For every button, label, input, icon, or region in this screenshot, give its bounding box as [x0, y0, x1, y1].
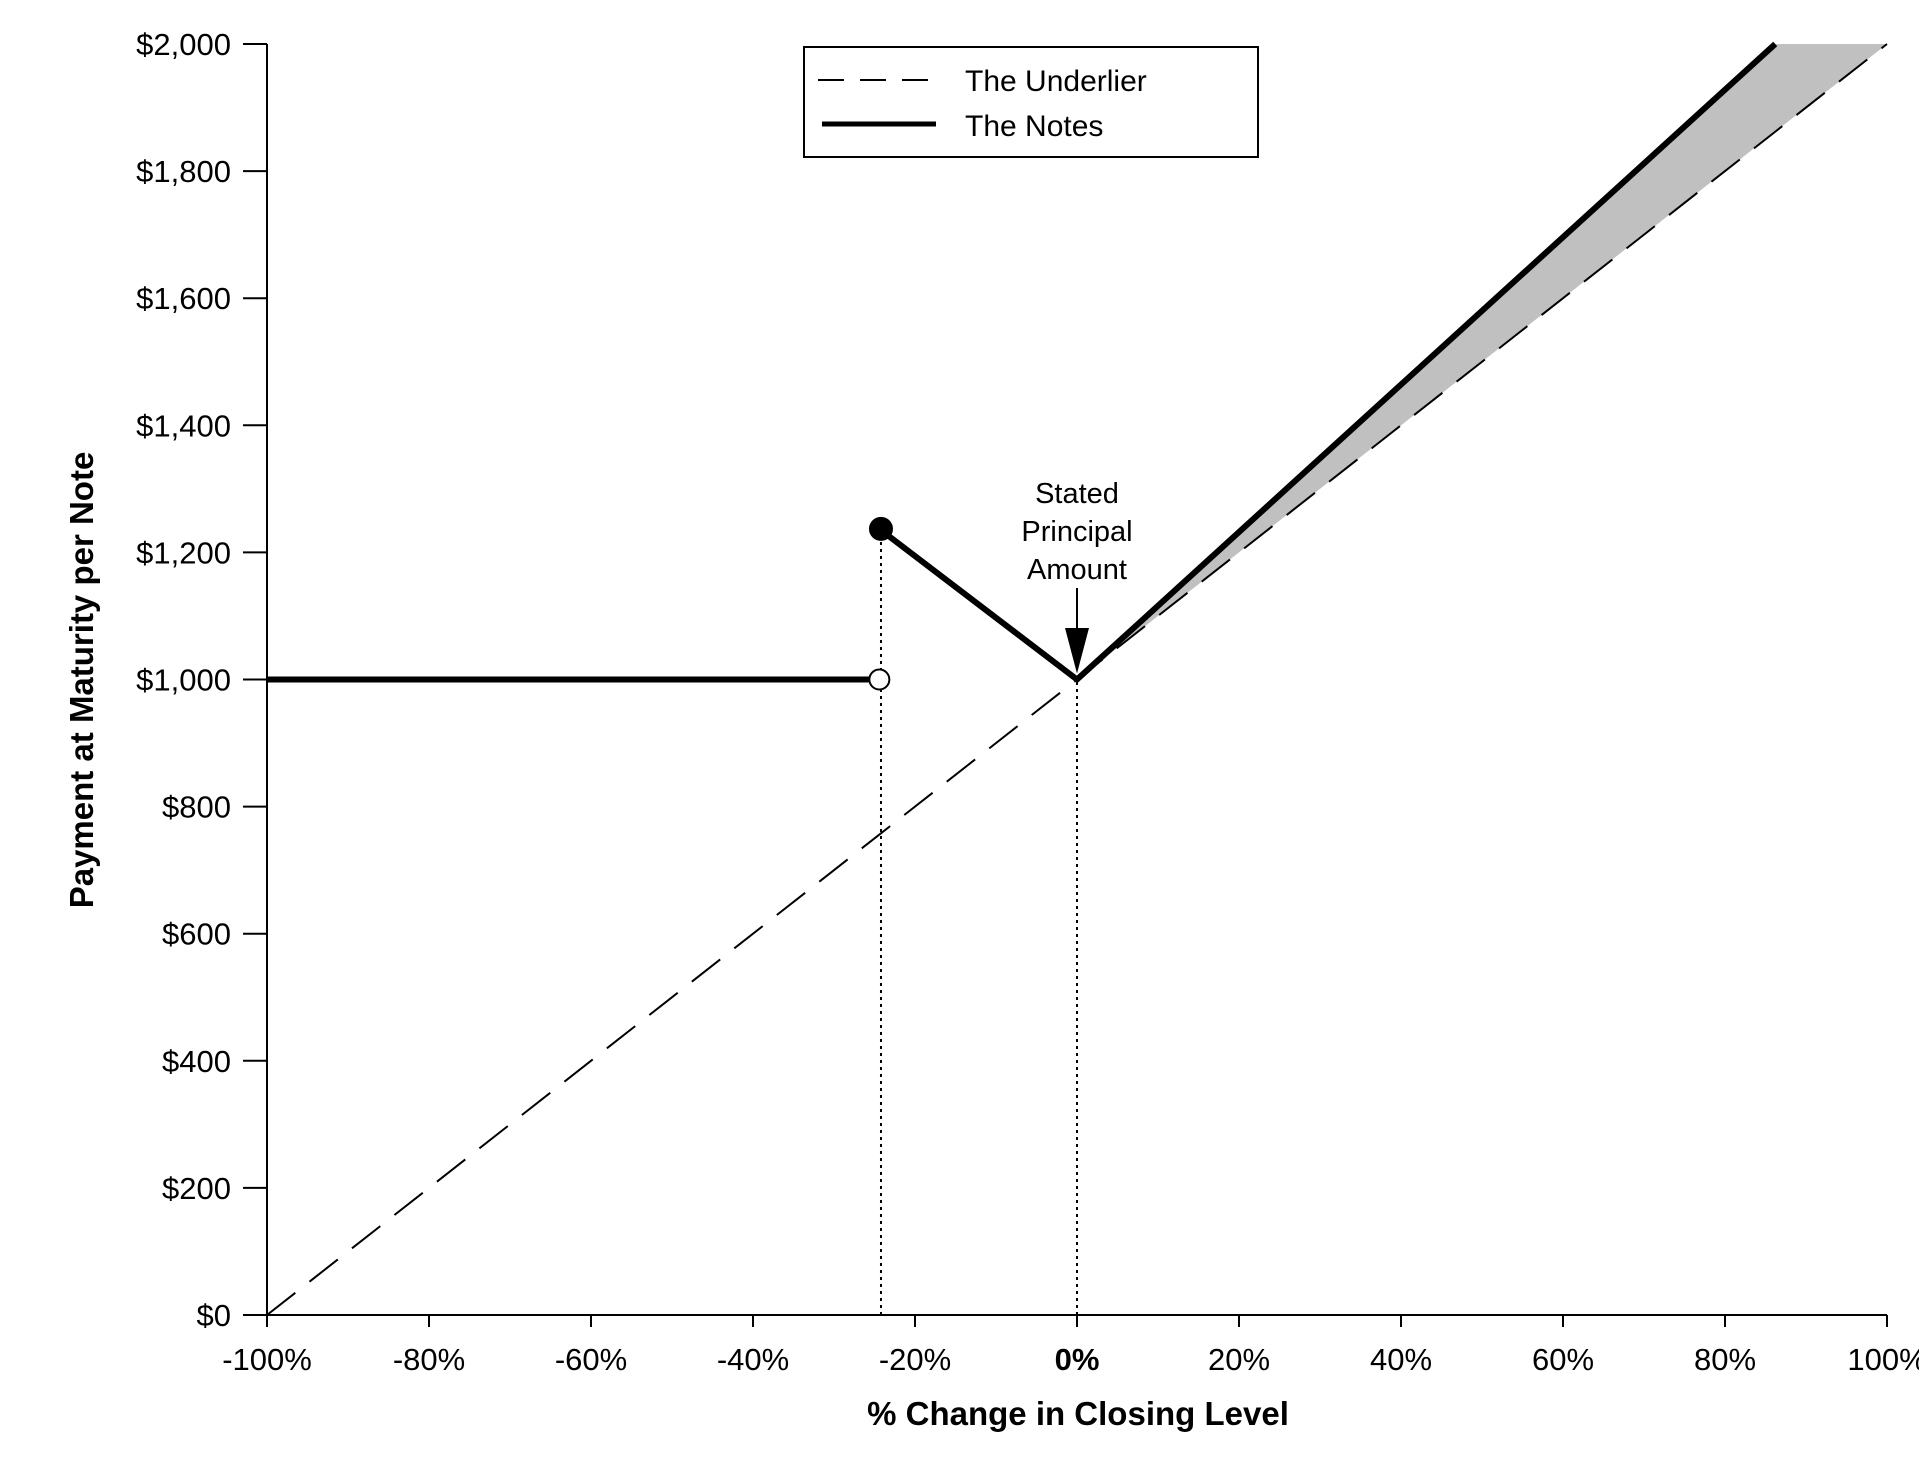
x-tick-label: 40% — [1370, 1342, 1432, 1377]
x-tick-label: -80% — [393, 1342, 465, 1377]
series-notes-line — [877, 41, 1778, 684]
legend-label-underlier: The Underlier — [965, 65, 1147, 98]
open-marker — [868, 668, 891, 691]
y-tick-label: $1,400 — [136, 408, 231, 443]
y-tick-label: $200 — [162, 1171, 231, 1206]
x-tick-label: 0% — [1055, 1342, 1100, 1377]
y-tick-label: $1,600 — [136, 281, 231, 316]
filled-marker — [868, 516, 893, 541]
y-tick-label: $1,800 — [136, 154, 231, 189]
y-tick-label: $600 — [162, 917, 231, 952]
y-tick-label: $0 — [197, 1298, 231, 1333]
y-tick-label: $800 — [162, 790, 231, 825]
stated-principal-annotation: Stated Principal Amount — [1021, 478, 1133, 674]
annotation-text: Stated — [1035, 478, 1119, 510]
x-tick-label: 80% — [1694, 1342, 1756, 1377]
legend-box — [803, 46, 1259, 158]
y-axis-title: Payment at Maturity per Note — [63, 452, 100, 909]
y-tick-label: $1,200 — [136, 535, 231, 570]
y-tick-label: $1,000 — [136, 663, 231, 698]
annotation-arrowhead — [1065, 628, 1089, 674]
x-tick-label: -20% — [879, 1342, 951, 1377]
annotation-text: Principal — [1021, 516, 1132, 548]
x-tick-label: -40% — [717, 1342, 789, 1377]
y-tick-label: $400 — [162, 1044, 231, 1079]
x-tick-label: -100% — [222, 1342, 312, 1377]
x-tick-label: -60% — [555, 1342, 627, 1377]
x-axis-title: % Change in Closing Level — [867, 1395, 1289, 1432]
x-tick-label: 60% — [1532, 1342, 1594, 1377]
x-tick-label: 100% — [1847, 1342, 1919, 1377]
annotation-text: Amount — [1027, 554, 1127, 586]
legend-label-notes: The Notes — [965, 110, 1103, 143]
x-tick-label: 20% — [1208, 1342, 1270, 1377]
y-tick-label: $2,000 — [136, 27, 231, 62]
legend: The Underlier The Notes — [803, 46, 1259, 158]
